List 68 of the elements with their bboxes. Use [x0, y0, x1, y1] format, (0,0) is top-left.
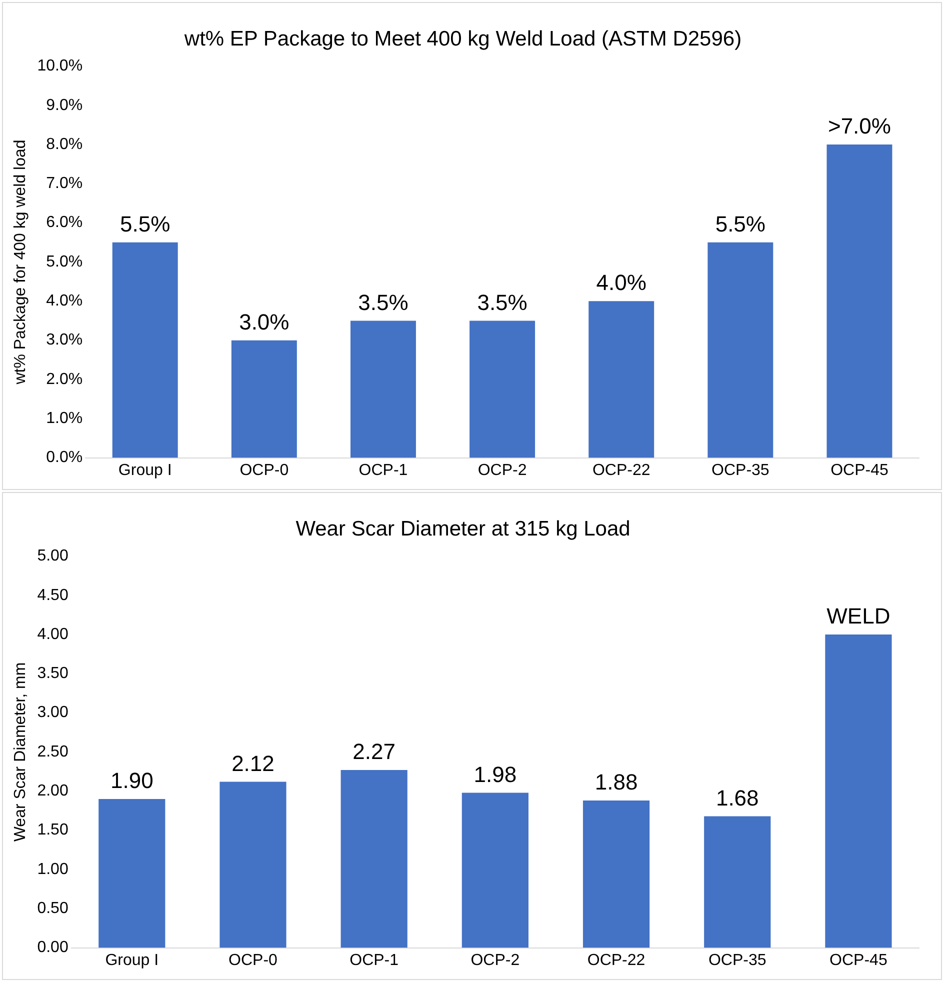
y-tick-label: 3.0% — [46, 332, 83, 349]
x-tick-label: OCP-35 — [708, 952, 766, 969]
data-label: WELD — [826, 604, 890, 629]
y-tick-label: 3.50 — [37, 665, 68, 682]
chart-title: wt% EP Package to Meet 400 kg Weld Load (ASTM D2596) — [183, 27, 742, 50]
x-tick-label: OCP-0 — [240, 462, 289, 479]
y-tick-label: 0.00 — [37, 939, 68, 956]
y-tick-label: 2.00 — [37, 782, 68, 800]
data-label: 1.88 — [594, 770, 638, 795]
y-tick-label: 5.00 — [37, 548, 68, 565]
y-axis-title: wt% Package for 400 kg weld load — [12, 140, 30, 386]
bar — [350, 320, 416, 458]
data-label: 5.5% — [120, 211, 170, 236]
data-label: 1.98 — [474, 762, 517, 787]
bar — [704, 816, 771, 948]
y-tick-label: 0.0% — [46, 449, 83, 466]
data-label: 3.5% — [358, 290, 408, 315]
bar — [588, 301, 654, 458]
data-label: >7.0% — [828, 114, 891, 139]
y-tick-label: 4.50 — [37, 586, 68, 604]
bar — [462, 792, 528, 948]
bar — [825, 634, 892, 948]
x-tick-label: OCP-35 — [712, 462, 770, 479]
data-label: 2.27 — [352, 739, 396, 764]
y-axis-title: Wear Scar Diameter, mm — [12, 662, 30, 842]
data-label: 4.0% — [596, 270, 646, 296]
y-tick-label: 1.00 — [37, 860, 68, 878]
y-tick-label: 4.00 — [37, 626, 68, 643]
y-tick-label: 4.0% — [46, 292, 83, 310]
bar — [470, 320, 536, 458]
data-label: 1.90 — [110, 768, 154, 794]
x-tick-label: OCP-1 — [350, 952, 399, 969]
bar — [112, 242, 178, 458]
y-tick-label: 1.0% — [46, 410, 83, 428]
data-label: 3.0% — [239, 309, 290, 334]
bar — [826, 144, 892, 458]
y-tick-label: 1.50 — [37, 822, 68, 839]
y-tick-label: 0.50 — [37, 900, 68, 918]
bar — [340, 770, 408, 948]
x-tick-label: Group I — [118, 462, 172, 479]
x-tick-label: OCP-45 — [830, 462, 888, 479]
x-tick-label: OCP-0 — [228, 952, 278, 969]
x-tick-label: OCP-2 — [470, 952, 520, 969]
y-tick-label: 7.0% — [46, 175, 83, 192]
y-tick-label: 2.50 — [37, 743, 68, 760]
bar — [98, 798, 166, 948]
y-tick-label: 3.00 — [37, 704, 68, 722]
y-tick-label: 5.0% — [46, 253, 83, 270]
bar — [708, 242, 774, 458]
data-label: 1.68 — [716, 785, 759, 810]
bar — [582, 800, 650, 948]
x-tick-label: OCP-45 — [830, 952, 888, 969]
x-tick-label: OCP-2 — [478, 462, 527, 479]
x-tick-label: Group I — [105, 952, 159, 969]
x-tick-label: OCP-22 — [592, 462, 650, 479]
bar — [231, 340, 297, 458]
x-tick-label: OCP-22 — [587, 952, 646, 969]
bar — [220, 782, 286, 948]
y-tick-label: 10.0% — [37, 58, 83, 75]
data-label: 2.12 — [232, 750, 274, 776]
y-tick-label: 9.0% — [46, 96, 83, 114]
y-tick-label: 6.0% — [46, 214, 83, 232]
chart-title: Wear Scar Diameter at 315 kg Load — [296, 517, 630, 540]
data-label: 5.5% — [715, 211, 766, 236]
y-tick-label: 2.0% — [46, 370, 83, 388]
data-label: 3.5% — [477, 290, 528, 315]
x-tick-label: OCP-1 — [358, 462, 408, 479]
y-tick-label: 8.0% — [46, 136, 83, 153]
